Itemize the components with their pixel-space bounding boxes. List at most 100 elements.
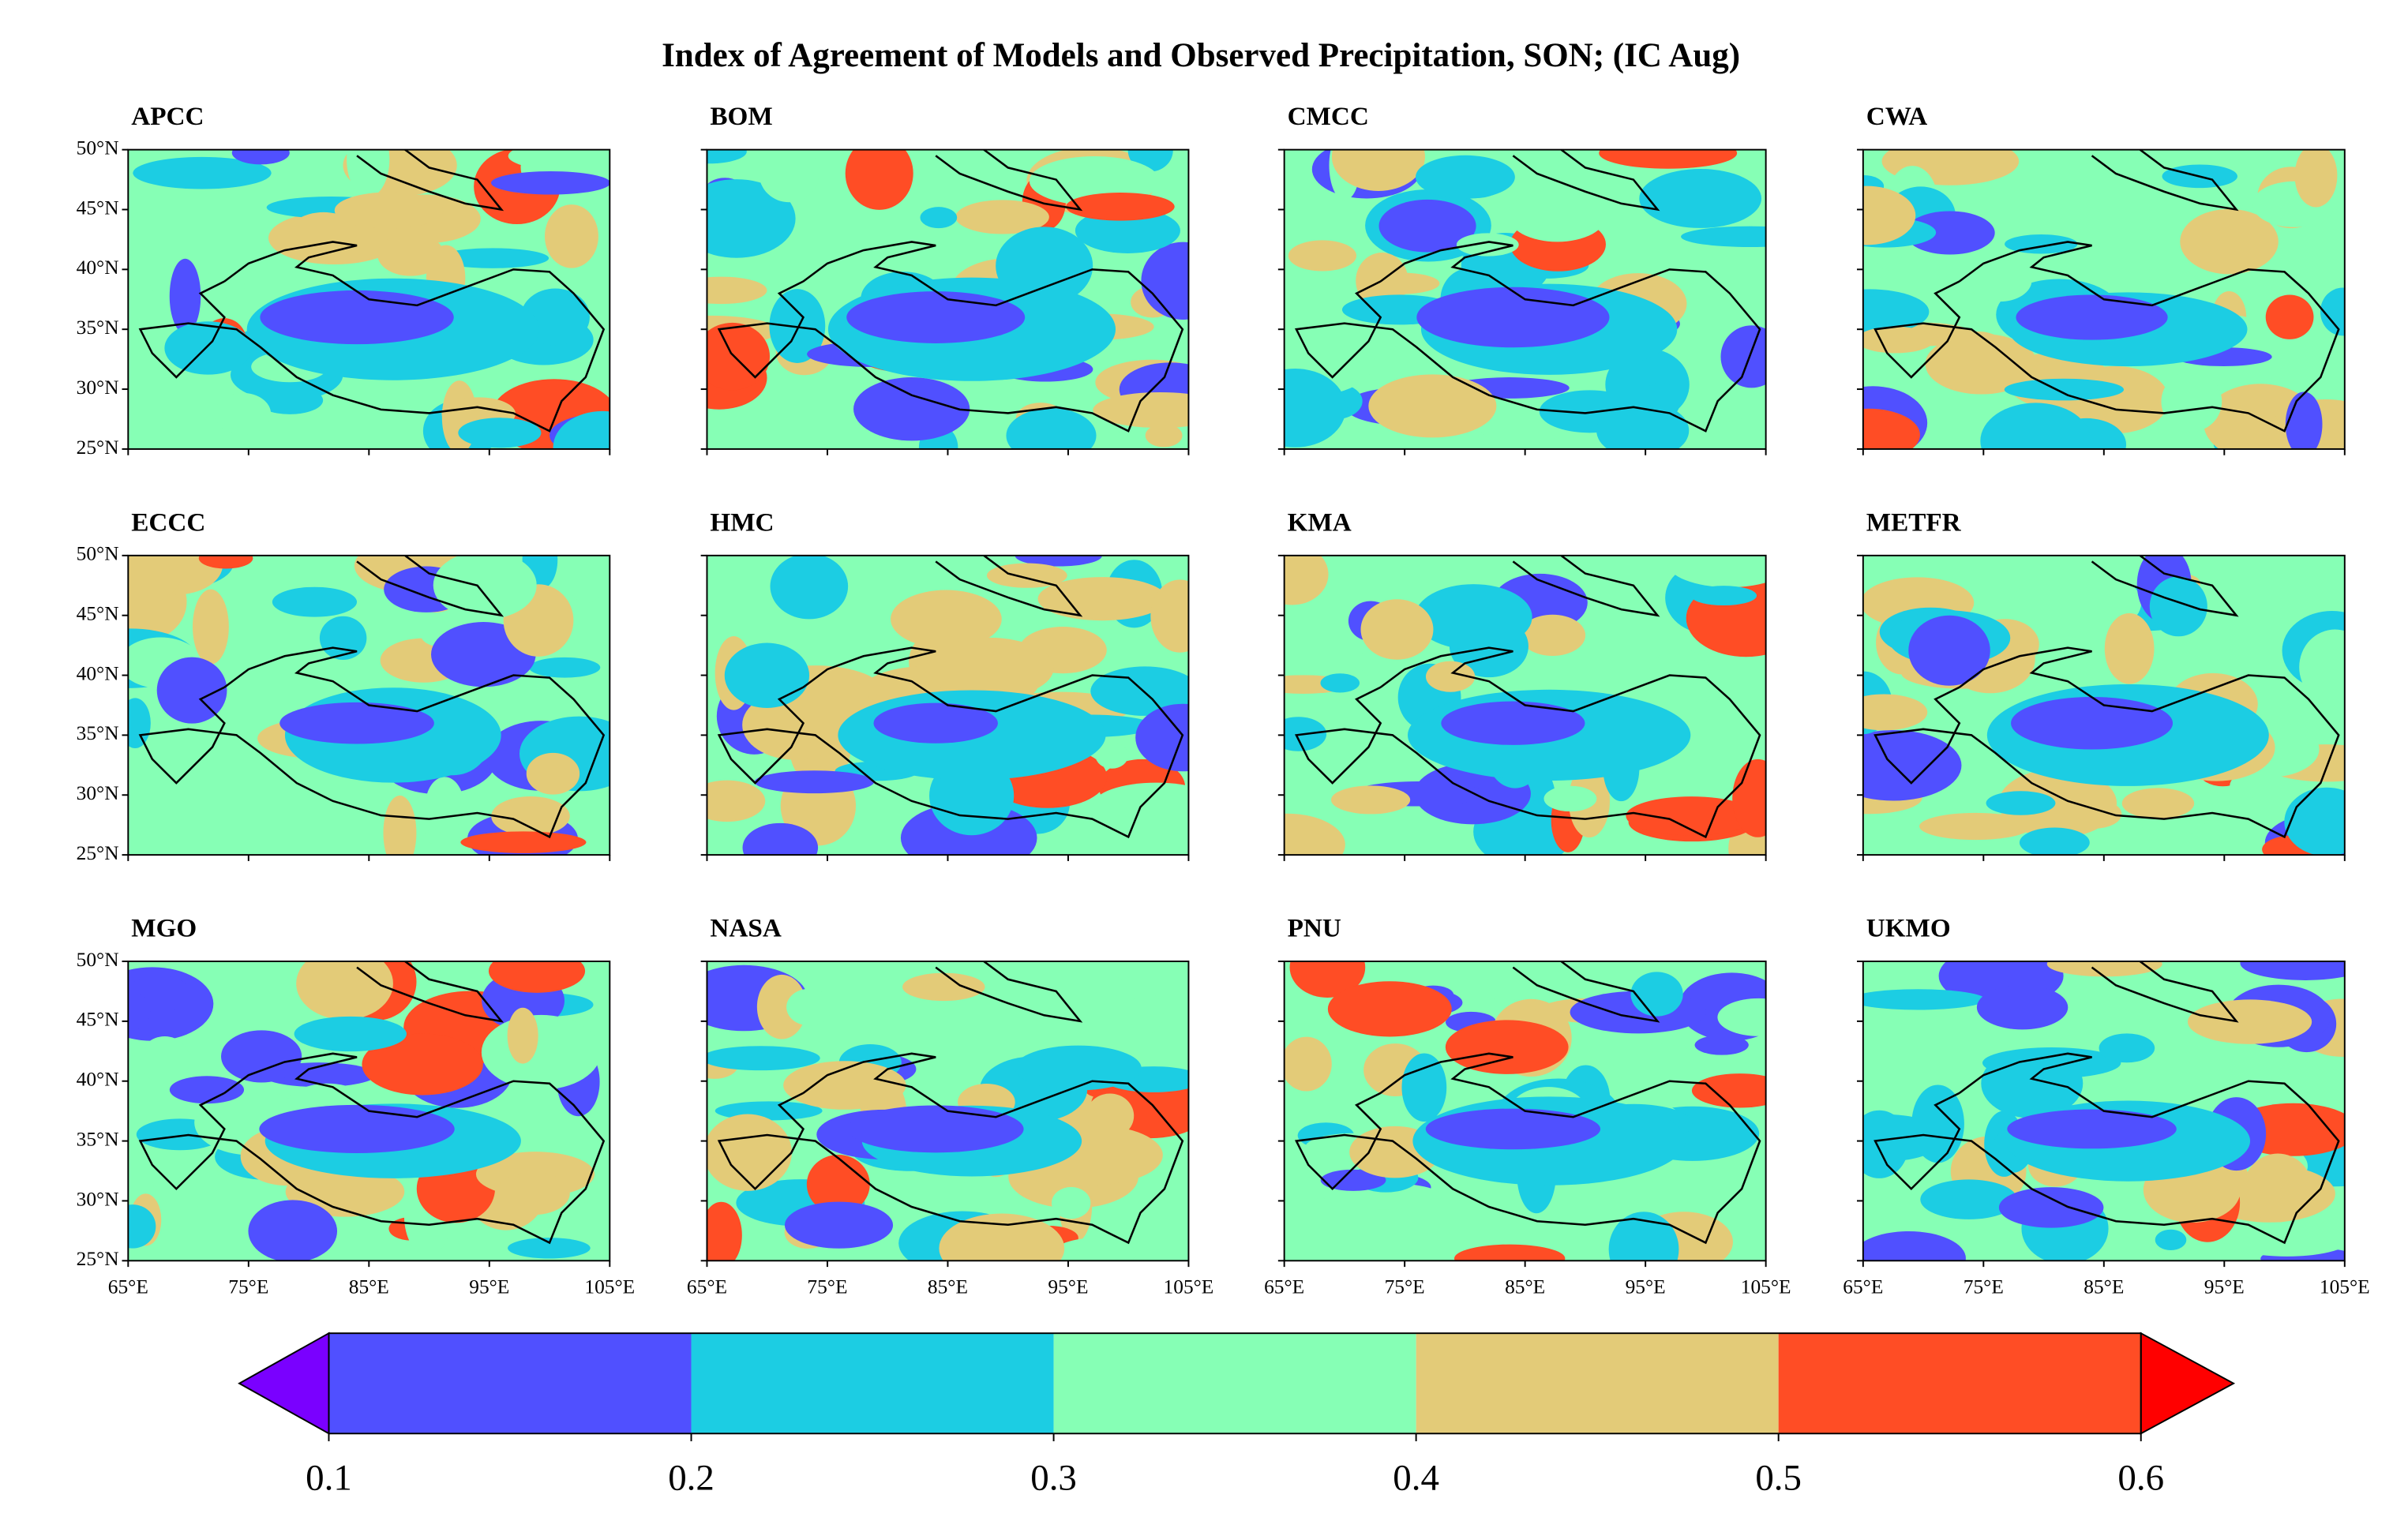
field-patch — [786, 988, 832, 1026]
field-patch — [495, 1171, 570, 1215]
field-patch — [2294, 149, 2338, 208]
field-patch — [1626, 796, 1757, 836]
field-patch — [526, 752, 580, 795]
field-patch — [128, 1204, 156, 1249]
x-tick-label: 95°E — [469, 1275, 509, 1298]
lake-outline — [935, 555, 1083, 617]
field-patch — [1920, 1179, 2017, 1219]
panel-title: MGO — [131, 914, 197, 943]
y-tick-label: 35°N — [77, 1128, 119, 1150]
field-patch — [2240, 961, 2345, 980]
map-panel — [1284, 961, 1766, 1261]
field-patch — [1911, 1084, 1964, 1163]
field-patch — [845, 149, 913, 210]
colorbar-label: 0.3 — [1030, 1458, 1077, 1499]
map-panel — [128, 961, 610, 1261]
field-patch — [1093, 782, 1189, 827]
field-patch — [707, 1114, 792, 1191]
field-patch — [1453, 1244, 1566, 1261]
x-tick-label: 105°E — [1164, 1275, 1214, 1298]
field-patch — [769, 289, 826, 363]
field-patch — [231, 149, 290, 165]
panel-title: BOM — [710, 102, 772, 131]
field-patch — [1862, 989, 1986, 1010]
field-patch — [2104, 612, 2155, 684]
field-patch — [1129, 992, 1164, 1035]
field-patch — [1320, 673, 1360, 693]
field-patch — [2320, 287, 2345, 336]
field-patch — [1415, 155, 1515, 199]
field-patch — [2187, 999, 2312, 1044]
field-patch — [2121, 788, 2195, 819]
field-patch — [260, 290, 454, 345]
field-patch — [491, 171, 610, 195]
field-patch — [1862, 185, 1916, 245]
y-tick-label: 30°N — [77, 782, 119, 804]
panel-title: CMCC — [1288, 102, 1369, 131]
field-patch — [545, 204, 598, 268]
field-patch — [1288, 240, 1357, 272]
field-patch — [2155, 1229, 2187, 1251]
map-panel — [707, 149, 1189, 449]
field-patch — [759, 149, 820, 203]
field-patch — [1360, 599, 1434, 660]
field-patch — [133, 156, 272, 189]
plateau-outline — [1874, 646, 2340, 839]
field-patch — [707, 1201, 742, 1261]
field-patch — [2007, 1109, 2177, 1149]
field-patch — [2019, 827, 2090, 856]
field-patch — [2099, 1033, 2155, 1063]
colorbar-bin — [1416, 1333, 1779, 1434]
lake-outline — [356, 149, 504, 212]
field-patch — [784, 1201, 894, 1249]
x-tick-label: 85°E — [349, 1275, 389, 1298]
field-patch — [1639, 168, 1762, 228]
field-patch — [1030, 968, 1125, 1004]
map-panel — [707, 555, 1189, 856]
panel-title: CWA — [1866, 102, 1928, 131]
field-patch — [1368, 374, 1497, 438]
field-patch — [334, 192, 444, 229]
field-patch — [1284, 1036, 1332, 1092]
x-tick-label: 65°E — [1843, 1275, 1883, 1298]
field-patch — [272, 586, 358, 617]
field-patch — [1681, 226, 1766, 248]
field-patch — [433, 555, 537, 620]
field-patch — [1135, 703, 1189, 772]
lake-outline — [935, 149, 1083, 212]
colorbar-bin — [1778, 1333, 2141, 1434]
field-patch — [2046, 961, 2162, 977]
x-tick-label: 65°E — [1264, 1275, 1304, 1298]
y-tick-label: 40°N — [77, 1069, 119, 1091]
field-patch — [1640, 382, 1681, 421]
field-patch — [2161, 371, 2222, 432]
field-patch — [193, 589, 229, 665]
plateau-outline — [1294, 241, 1761, 433]
field-patch — [1998, 1187, 2104, 1228]
field-patch — [939, 1213, 1065, 1261]
field-patch — [742, 822, 819, 856]
field-patch — [1925, 333, 2038, 395]
field-patch — [1330, 785, 1411, 815]
field-patch — [198, 555, 253, 569]
field-patch — [806, 1155, 870, 1214]
map-panel — [1862, 149, 2345, 449]
y-tick-label: 45°N — [77, 197, 119, 219]
field-patch — [1720, 325, 1766, 388]
lake-outline — [1512, 555, 1660, 617]
y-tick-label: 45°N — [77, 1009, 119, 1031]
field-patch — [1401, 1053, 1447, 1122]
colorbar-label: 0.2 — [668, 1458, 715, 1499]
y-tick-label: 50°N — [77, 949, 119, 971]
field-patch — [491, 796, 570, 837]
lake-outline — [2091, 555, 2239, 617]
field-patch — [2299, 629, 2345, 706]
field-patch — [920, 207, 958, 229]
x-tick-label: 85°E — [1505, 1275, 1545, 1298]
field-patch — [259, 1104, 455, 1153]
field-patch — [164, 321, 252, 375]
x-tick-label: 75°E — [807, 1275, 847, 1298]
field-patch — [707, 322, 771, 391]
